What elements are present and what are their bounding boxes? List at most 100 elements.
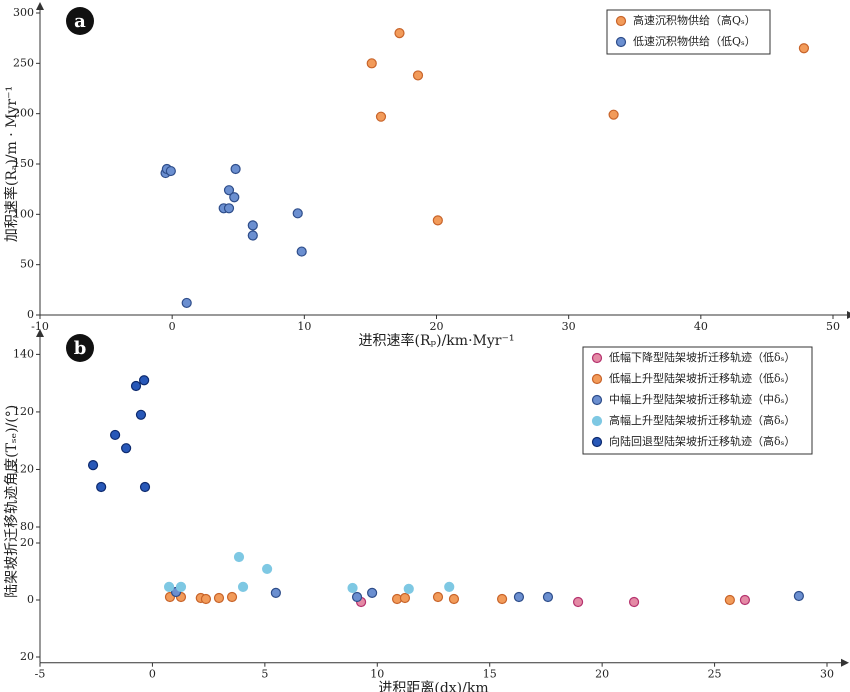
point [247,220,258,231]
x-tick-label: 0 [149,668,156,681]
point [163,581,175,592]
point [412,70,424,81]
point [628,596,640,608]
x-tick-label: 20 [430,320,444,333]
y-tick-label: 120 [13,462,34,475]
y-tick-label: 0 [27,308,34,321]
legend-marker [615,15,627,27]
point [213,592,225,604]
point [448,593,460,605]
panel-label: b [74,338,87,359]
point [139,375,150,386]
point [444,581,455,592]
point [262,563,273,575]
point [292,208,303,219]
y-tick-label: 80 [20,520,34,533]
y-axis-arrow [36,329,44,337]
legend-label: 低幅下降型陆架坡折迁移轨迹（低δₛ） [609,350,795,364]
legend-marker [591,415,603,427]
y-tick-label: 0 [27,593,34,606]
point [270,587,281,598]
legend-marker [591,373,603,385]
point [347,582,358,594]
y-tick-label: 140 [13,347,34,360]
point [399,592,411,604]
point [223,185,235,196]
panel-badge [66,334,94,362]
point [87,460,99,471]
point [200,593,212,605]
legend-label: 向陆回退型陆架坡折迁移轨迹（高δₛ） [609,434,795,448]
y-tick-label: 200 [13,107,34,120]
point [230,163,241,175]
point [233,551,245,563]
x-tick-label: 30 [562,320,576,333]
y-tick-label: 50 [20,258,34,271]
point [130,380,142,392]
point [121,443,132,454]
legend-marker [591,352,603,364]
y-tick-label: 250 [13,56,34,69]
y-axis-label: 加积速率(Rₐ)/m · Myr⁻¹ [3,86,20,242]
x-tick-label: 30 [820,668,834,681]
y-tick-label: 20 [20,650,34,663]
point [496,593,508,605]
y-axis-label: 陆架坡折迁移轨迹角度(Tₛₑ)/(°) [4,405,20,598]
legend-box [582,346,813,455]
point [226,591,238,603]
point [139,481,151,493]
point [165,165,176,177]
panel-badge [66,7,94,35]
legend-label: 高幅上升型陆架坡折迁移轨迹（高δₛ） [609,413,795,427]
point [798,43,810,54]
x-axis-arrow [841,658,849,667]
point [513,591,525,603]
point [608,109,619,120]
point [135,409,147,420]
y-axis-arrow [36,2,44,10]
x-tick-label: 20 [595,668,609,681]
legend-marker [591,436,603,448]
x-tick-label: 40 [694,320,708,333]
point [739,594,751,606]
x-tick-label: 5 [261,668,268,681]
legend-box [606,9,771,55]
point [572,596,584,608]
point [96,481,107,493]
x-tick-label: 15 [483,668,497,681]
point [181,297,192,309]
point [394,28,405,39]
point [223,203,235,214]
point [403,583,414,594]
point [366,58,377,69]
point [175,581,187,592]
x-tick-label: -10 [31,320,49,333]
legend-label: 低幅上升型陆架坡折迁移轨迹（低δₛ） [609,371,795,385]
point [542,591,554,603]
y-tick-label: 300 [13,6,34,19]
x-tick-label: 0 [169,320,176,333]
x-axis-arrow [847,311,850,319]
y-tick-label: 100 [13,207,34,220]
point [367,587,378,598]
panel-label: a [74,11,86,32]
point [110,429,121,441]
x-axis-label: 进积距离(dx)/km [378,680,488,692]
point [237,581,249,592]
x-tick-label: 10 [297,320,311,333]
point [432,591,444,603]
x-tick-label: 25 [708,668,722,681]
point [375,111,387,122]
legend-label: 高速沉积物供给（高Qₛ） [633,13,756,27]
legend-marker [591,394,603,406]
legend-label: 中幅上升型陆架坡折迁移轨迹（中δₛ） [609,392,795,406]
point [432,215,443,226]
point [247,230,258,241]
point [229,192,240,203]
y-tick-label: 20 [20,536,34,549]
y-tick-label: 150 [13,157,34,170]
legend-label: 低速沉积物供给（低Qₛ） [633,34,756,48]
x-tick-label: -5 [35,668,46,681]
x-axis-label: 进积速率(Rₚ)/km·Myr⁻¹ [359,332,515,349]
